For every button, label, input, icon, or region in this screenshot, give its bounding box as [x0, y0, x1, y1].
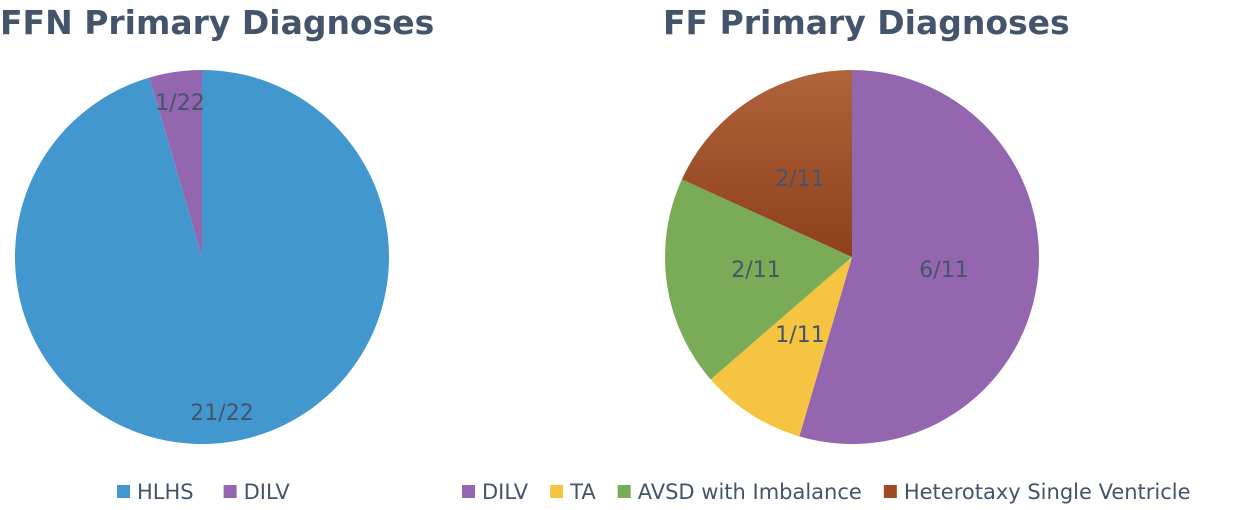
ff-legend-label-ta: TA — [569, 480, 596, 504]
ff-legend-swatch-heterotaxy-single-ventricle — [883, 485, 897, 498]
ff-legend-swatch-dilv — [462, 485, 475, 498]
ff-slice-heterotaxy-single-ventricle — [681, 69, 852, 257]
ff-legend: DILV TA AVSD with Imbalance Heterotaxy Sing… — [462, 480, 1191, 504]
ff-legend-label-dilv: DILV — [482, 480, 529, 504]
ffn-legend-swatch-dilv — [223, 485, 237, 498]
ffn-legend: HLHS DILV — [117, 480, 290, 504]
ffn-chart: FFN Primary Diagnoses 21/22 1/22 HLHS DILV — [0, 3, 434, 504]
ffn-legend-label-hlhs: HLHS — [137, 480, 194, 504]
ffn-pie: 21/22 1/22 — [14, 70, 389, 444]
ff-slice-avsd-with-imbalance — [664, 179, 852, 380]
ffn-slice-hlhs — [14, 70, 389, 444]
ff-pie: 6/11 1/11 2/11 2/11 — [664, 69, 1039, 444]
ffn-chart-title: FFN Primary Diagnoses — [0, 3, 434, 42]
ffn-data-label-dilv: 1/22 — [155, 91, 204, 116]
ff-data-label-avsd-with-imbalance: 2/11 — [731, 258, 780, 283]
ffn-data-label-hlhs: 21/22 — [190, 401, 253, 426]
ff-data-label-ta: 1/11 — [775, 323, 824, 348]
ff-legend-label-heterotaxy-single-ventricle: Heterotaxy Single Ventricle — [904, 480, 1191, 504]
ff-legend-swatch-ta — [550, 485, 564, 498]
ff-legend-label-avsd-with-imbalance: AVSD with Imbalance — [638, 480, 862, 504]
ffn-legend-swatch-hlhs — [117, 485, 130, 498]
ff-data-label-dilv: 6/11 — [919, 258, 968, 283]
ff-chart: FF Primary Diagnoses 6/11 1/11 2/11 2/11 DI… — [462, 3, 1191, 504]
ffn-slice-dilv — [149, 70, 202, 257]
ff-slice-dilv — [799, 70, 1039, 444]
ff-chart-title: FF Primary Diagnoses — [663, 3, 1070, 42]
ffn-legend-label-dilv: DILV — [244, 480, 291, 504]
ff-data-label-heterotaxy-single-ventricle: 2/11 — [775, 167, 824, 192]
ff-slice-ta — [710, 257, 852, 437]
ff-legend-swatch-avsd-with-imbalance — [617, 485, 631, 498]
